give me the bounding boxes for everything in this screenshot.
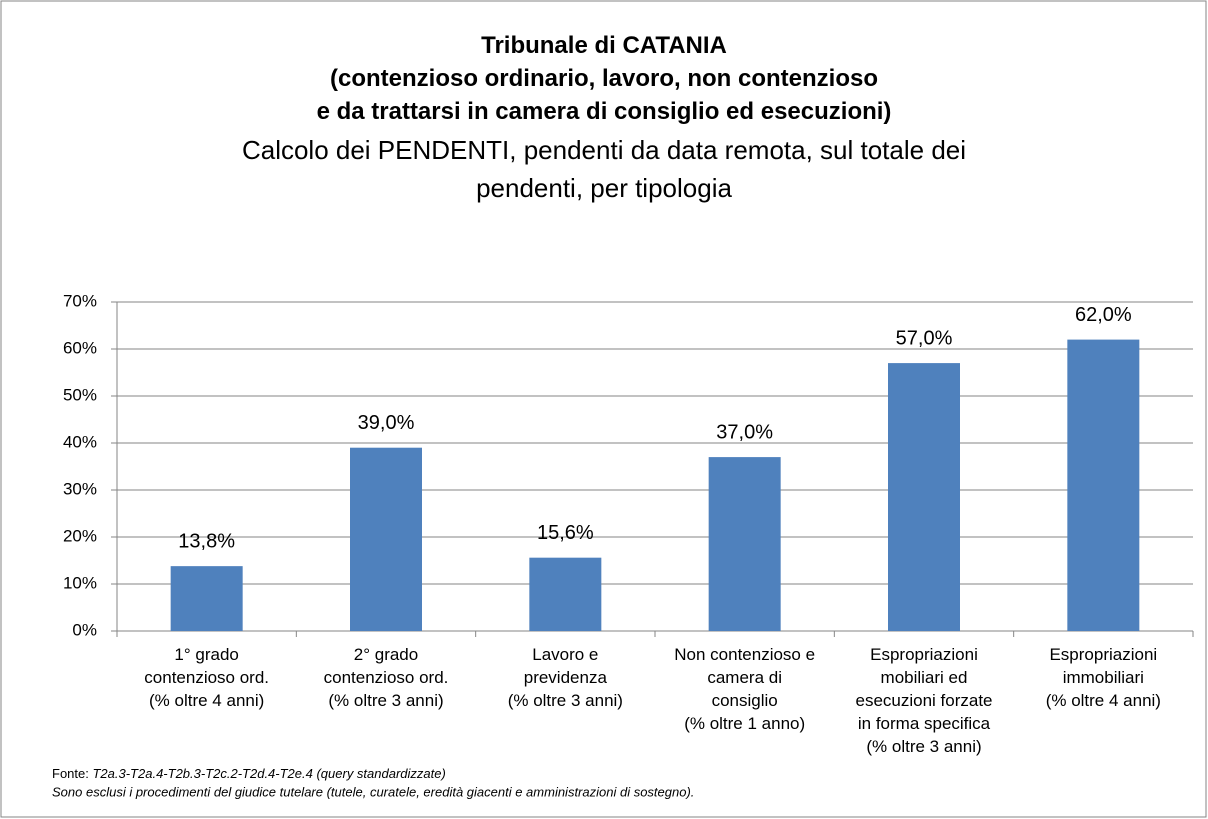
- value-label: 39,0%: [358, 412, 415, 434]
- source-text: T2a.3-T2a.4-T2b.3-T2c.2-T2d.4-T2e.4 (que…: [92, 766, 445, 781]
- chart-subtitle: Calcolo dei PENDENTI, pendenti da data r…: [242, 135, 966, 203]
- value-label: 57,0%: [896, 327, 953, 349]
- bar: [529, 557, 602, 631]
- y-tick-label: 20%: [63, 526, 97, 545]
- x-tick-label: Espropriazioni immobiliari (% oltre 4 anni…: [1046, 645, 1161, 710]
- x-tick-label: Espropriazioni mobiliari ed esecuzioni for…: [855, 645, 992, 756]
- x-tick-label: Lavoro e previdenza (% oltre 3 anni): [508, 645, 623, 710]
- footer-note: Sono esclusi i procedimenti del giudice …: [52, 784, 694, 799]
- bar: [350, 447, 422, 631]
- value-label: 15,6%: [537, 522, 594, 544]
- bar: [1067, 339, 1140, 631]
- y-tick-label: 60%: [63, 338, 97, 357]
- bar: [170, 566, 243, 631]
- y-tick-label: 40%: [63, 432, 97, 451]
- source-label: Fonte:: [52, 766, 89, 781]
- value-label: 62,0%: [1075, 304, 1132, 326]
- bar: [888, 363, 960, 631]
- x-tick-label: 1° grado contenzioso ord. (% oltre 4 anni): [144, 645, 269, 710]
- footer-source: Fonte: T2a.3-T2a.4-T2b.3-T2c.2-T2d.4-T2e…: [52, 766, 446, 781]
- x-tick-label: 2° grado contenzioso ord. (% oltre 3 anni): [324, 645, 449, 710]
- chart-title: Tribunale di CATANIA (contenzioso ordinar…: [317, 32, 892, 125]
- y-tick-label: 0%: [72, 620, 97, 639]
- bar: [708, 457, 781, 631]
- x-tick-label: Non contenzioso e camera di consiglio (% ol…: [674, 645, 815, 733]
- y-tick-label: 50%: [63, 385, 97, 404]
- y-tick-label: 70%: [63, 291, 97, 310]
- value-label: 13,8%: [178, 530, 235, 552]
- value-label: 37,0%: [716, 421, 773, 443]
- y-tick-label: 10%: [63, 573, 97, 592]
- y-tick-label: 30%: [63, 479, 97, 498]
